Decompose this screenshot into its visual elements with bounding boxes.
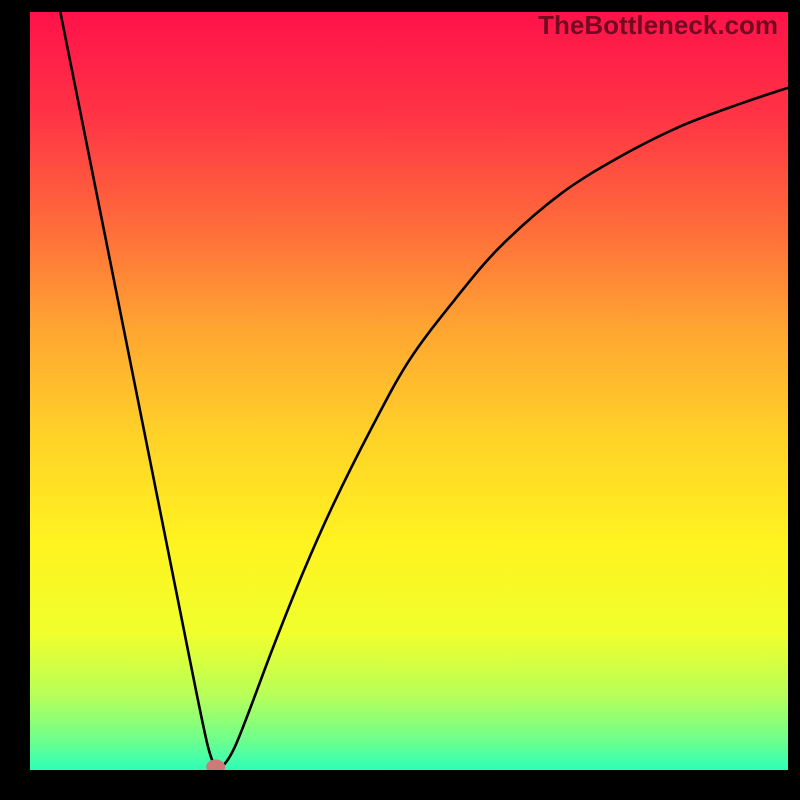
watermark: TheBottleneck.com [538, 10, 778, 41]
plot-area: TheBottleneck.com [30, 12, 788, 770]
bottleneck-curve [60, 12, 788, 769]
minimum-marker [207, 760, 225, 770]
curve-layer [30, 12, 788, 770]
